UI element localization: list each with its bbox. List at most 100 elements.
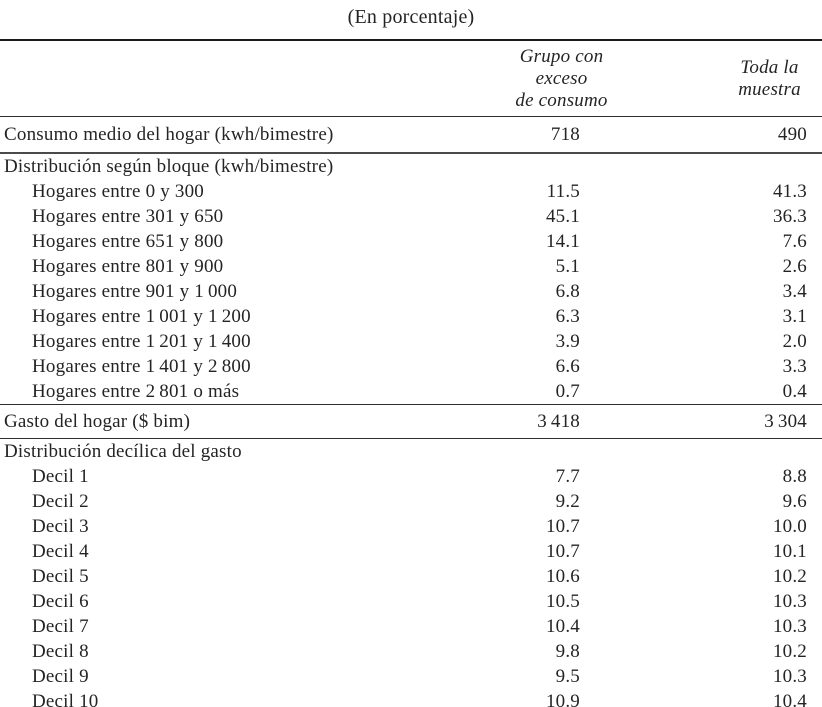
table-header: Grupo con exceso de consumo Toda la mues… [0, 40, 822, 117]
table-row: Hogares entre 901 y 1 000 6.8 3.4 [0, 279, 822, 304]
sample-value: 41.3 [772, 181, 807, 202]
row-label: Decil 6 [32, 591, 89, 612]
group-value: 9.5 [555, 666, 580, 687]
column-header-sample: Toda la muestra [622, 40, 822, 117]
sample-value: 10.3 [772, 666, 807, 687]
table-row: Gasto del hogar ($ bim) 3 418 3 304 [0, 404, 822, 439]
sample-value: 2.6 [782, 256, 807, 277]
group-value: 3 418 [446, 404, 622, 439]
table-row: Hogares entre 651 y 800 14.1 7.6 [0, 229, 822, 254]
sample-value: 3.1 [782, 306, 807, 327]
sample-value: 10.2 [772, 566, 807, 587]
table-row: Decil 10 10.9 10.4 [0, 689, 822, 707]
sample-value: 2.0 [782, 331, 807, 352]
column-header-group-line2: de consumo [515, 90, 608, 111]
sample-value: 10.2 [772, 641, 807, 662]
group-value: 14.1 [545, 231, 580, 252]
table-row: Hogares entre 801 y 900 5.1 2.6 [0, 254, 822, 279]
group-value: 11.5 [546, 181, 580, 202]
group-value: 9.8 [555, 641, 580, 662]
table-row: Decil 4 10.7 10.1 [0, 539, 822, 564]
table-row: Decil 7 10.4 10.3 [0, 614, 822, 639]
sample-value: 36.3 [772, 206, 807, 227]
sample-value: 10.0 [772, 516, 807, 537]
group-value: 6.3 [555, 306, 580, 327]
sample-value: 490 [622, 116, 822, 154]
sample-value: 9.6 [782, 491, 807, 512]
sample-value: 10.1 [772, 541, 807, 562]
group-value: 6.8 [555, 281, 580, 302]
group-value: 45.1 [545, 206, 580, 227]
column-header-group: Grupo con exceso de consumo [446, 40, 622, 117]
sample-value: 3.4 [782, 281, 807, 302]
row-label: Decil 5 [32, 566, 89, 587]
table-row: Decil 9 9.5 10.3 [0, 664, 822, 689]
table-row: Hogares entre 301 y 650 45.1 36.3 [0, 204, 822, 229]
row-label: Decil 7 [32, 616, 89, 637]
section-row: Distribución decílica del gasto [0, 439, 822, 465]
sample-value: 3 304 [622, 404, 822, 439]
row-label: Decil 2 [32, 491, 89, 512]
group-value: 10.7 [545, 516, 580, 537]
group-value: 10.4 [545, 616, 580, 637]
table-row: Decil 6 10.5 10.3 [0, 589, 822, 614]
group-value: 6.6 [555, 356, 580, 377]
table-row: Consumo medio del hogar (kwh/bimestre) 7… [0, 116, 822, 154]
group-value: 10.5 [545, 591, 580, 612]
sample-value: 7.6 [782, 231, 807, 252]
row-label: Decil 9 [32, 666, 89, 687]
group-value: 3.9 [555, 331, 580, 352]
row-label: Decil 4 [32, 541, 89, 562]
table-row: Hogares entre 1 001 y 1 200 6.3 3.1 [0, 304, 822, 329]
table-row: Decil 2 9.2 9.6 [0, 489, 822, 514]
row-label: Hogares entre 2 801 o más [32, 381, 240, 402]
table-row: Hogares entre 0 y 300 11.5 41.3 [0, 179, 822, 204]
header-spacer [0, 40, 446, 117]
group-value: 10.9 [545, 691, 580, 707]
group-value: 718 [446, 116, 622, 154]
row-label: Hogares entre 1 001 y 1 200 [32, 306, 251, 327]
row-label: Hogares entre 901 y 1 000 [32, 281, 238, 302]
row-label: Gasto del hogar ($ bim) [0, 404, 446, 439]
header-row: Grupo con exceso de consumo Toda la mues… [0, 40, 822, 117]
group-value: 9.2 [555, 491, 580, 512]
table-row: Hogares entre 2 801 o más 0.7 0.4 [0, 379, 822, 405]
group-value: 10.7 [545, 541, 580, 562]
section-label: Distribución decílica del gasto [4, 441, 242, 462]
row-label: Hogares entre 1 201 y 1 400 [32, 331, 251, 352]
sample-value: 10.4 [772, 691, 807, 707]
row-label: Hogares entre 1 401 y 2 800 [32, 356, 251, 377]
row-label: Hogares entre 651 y 800 [32, 231, 224, 252]
data-table: Grupo con exceso de consumo Toda la mues… [0, 39, 822, 707]
table-row: Decil 1 7.7 8.8 [0, 464, 822, 489]
sample-value: 10.3 [772, 591, 807, 612]
table-row: Decil 8 9.8 10.2 [0, 639, 822, 664]
group-value: 0.7 [555, 381, 580, 402]
group-value: 5.1 [555, 256, 580, 277]
row-label: Decil 10 [32, 691, 99, 707]
group-value: 10.6 [545, 566, 580, 587]
column-header-group-line1: Grupo con exceso [519, 46, 604, 89]
row-label: Decil 3 [32, 516, 89, 537]
row-label: Decil 1 [32, 466, 89, 487]
table-row: Hogares entre 1 401 y 2 800 6.6 3.3 [0, 354, 822, 379]
table-caption: (En porcentaje) [347, 6, 475, 28]
column-header-sample-line2: muestra [738, 79, 801, 100]
row-label: Decil 8 [32, 641, 89, 662]
sample-value: 0.4 [782, 381, 807, 402]
row-label: Hogares entre 301 y 650 [32, 206, 224, 227]
table-row: Decil 5 10.6 10.2 [0, 564, 822, 589]
row-label: Hogares entre 0 y 300 [32, 181, 204, 202]
table-row: Decil 3 10.7 10.0 [0, 514, 822, 539]
table-row: Hogares entre 1 201 y 1 400 3.9 2.0 [0, 329, 822, 354]
row-label: Consumo medio del hogar (kwh/bimestre) [0, 116, 446, 154]
table-body: Consumo medio del hogar (kwh/bimestre) 7… [0, 116, 822, 707]
section-row: Distribución según bloque (kwh/bimestre) [0, 153, 822, 179]
column-header-sample-line1: Toda la [740, 57, 799, 78]
sample-value: 3.3 [782, 356, 807, 377]
sample-value: 8.8 [782, 466, 807, 487]
sample-value: 10.3 [772, 616, 807, 637]
section-label: Distribución según bloque (kwh/bimestre) [4, 156, 334, 177]
group-value: 7.7 [555, 466, 580, 487]
